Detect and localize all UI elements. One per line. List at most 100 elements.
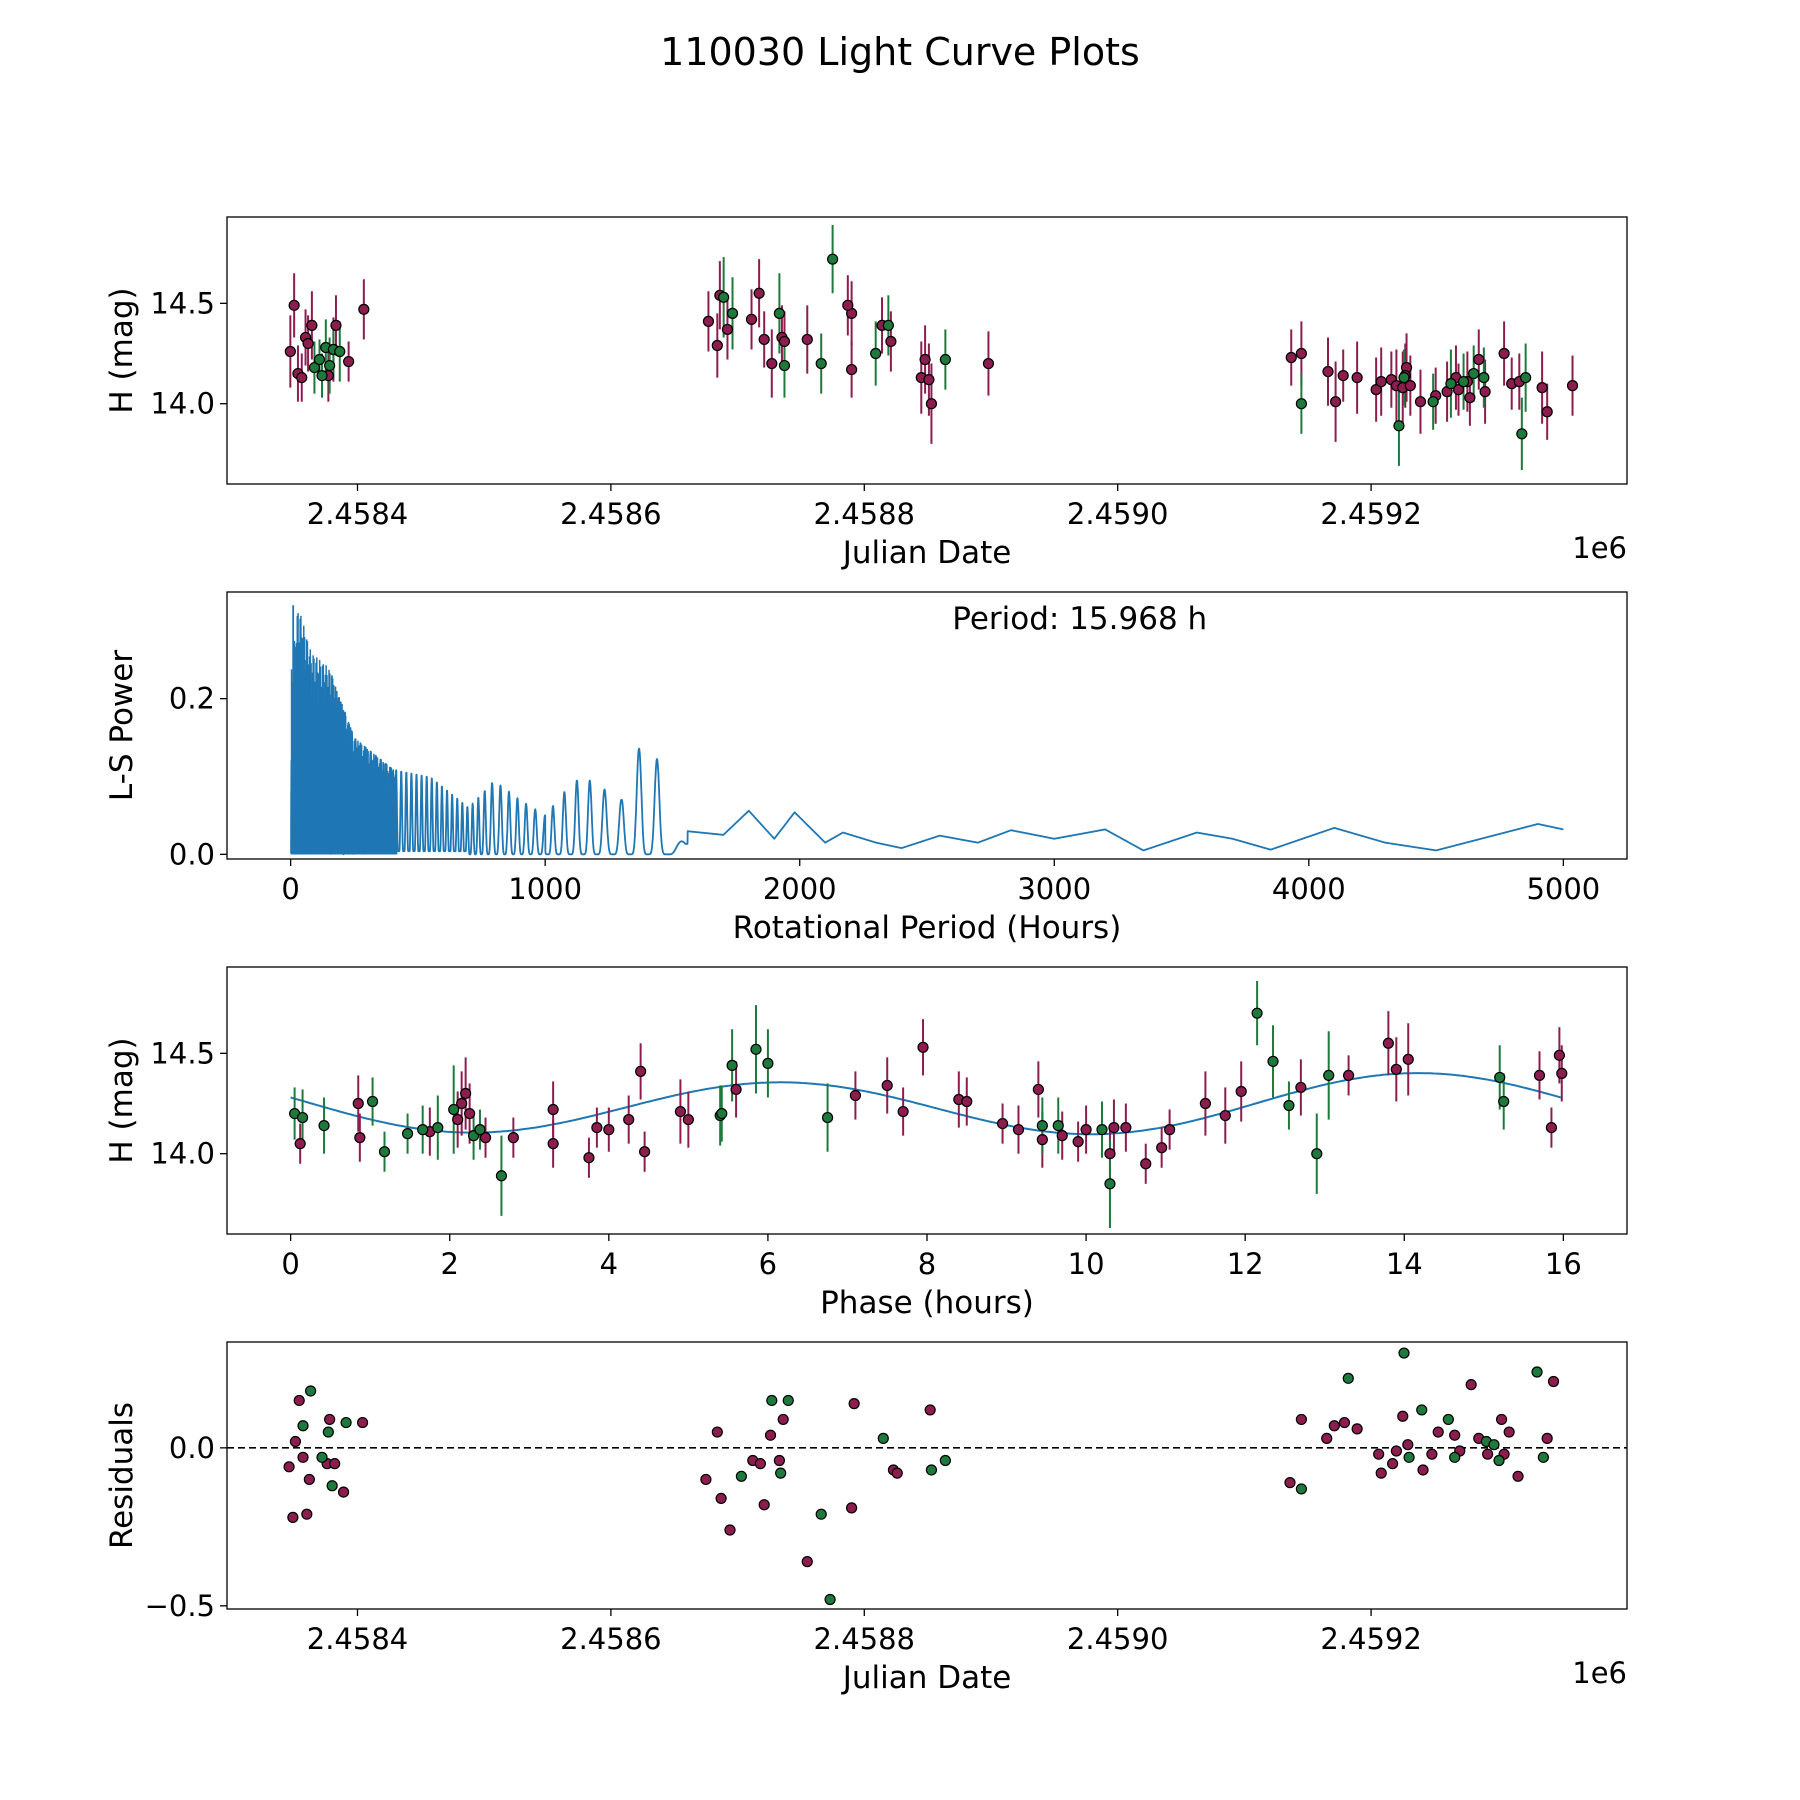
data-point-maroon xyxy=(1329,396,1342,408)
data-point-maroon xyxy=(846,1502,858,1514)
data-point-maroon xyxy=(1199,1097,1212,1110)
period-annotation: Period: 15.968 h xyxy=(952,601,1207,637)
data-point-maroon xyxy=(1449,1429,1461,1441)
y-tick-label: 14.5 xyxy=(150,286,215,320)
data-point-maroon xyxy=(1417,1464,1429,1476)
data-point-green xyxy=(1442,1413,1454,1426)
data-point-green xyxy=(1036,1119,1048,1132)
data-point-maroon xyxy=(1432,1426,1444,1438)
data-point-green xyxy=(718,291,730,303)
data-point-green xyxy=(1267,1055,1279,1067)
x-tick-label: 2.4586 xyxy=(560,497,661,531)
data-point-maroon xyxy=(1351,1423,1363,1435)
data-point-green xyxy=(324,359,336,372)
data-point-maroon xyxy=(337,1486,350,1498)
x-tick-label: 2.4584 xyxy=(307,497,408,531)
x-tick-label: 2.4590 xyxy=(1067,1622,1168,1656)
data-point-maroon xyxy=(356,1416,369,1429)
data-point-maroon xyxy=(452,1113,464,1126)
x-tick-label: 0 xyxy=(281,872,299,906)
data-point-maroon xyxy=(1321,1432,1333,1444)
data-point-maroon xyxy=(917,1041,929,1053)
data-point-maroon xyxy=(682,1113,694,1126)
data-point-maroon xyxy=(715,1492,727,1505)
data-point-maroon xyxy=(1338,1416,1351,1429)
data-point-maroon xyxy=(352,1097,364,1110)
data-point-maroon xyxy=(1285,351,1297,364)
data-point-maroon xyxy=(479,1132,492,1144)
data-point-green xyxy=(1494,1071,1506,1084)
data-point-maroon xyxy=(635,1065,647,1077)
data-point-green xyxy=(417,1124,429,1136)
data-point-maroon xyxy=(1464,392,1476,404)
data-point-maroon xyxy=(1387,1458,1399,1470)
data-point-green xyxy=(773,307,785,319)
data-point-maroon xyxy=(1473,353,1485,366)
data-point-green xyxy=(815,357,827,370)
data-point-maroon xyxy=(1452,384,1465,396)
data-point-maroon xyxy=(296,372,308,384)
data-point-maroon xyxy=(283,1461,295,1473)
data-point-maroon xyxy=(294,1138,306,1150)
data-point-green xyxy=(305,1385,317,1397)
y-axis-label: L-S Power xyxy=(104,650,140,801)
data-point-green xyxy=(782,1394,794,1407)
x-axis-label: Julian Date xyxy=(841,535,1012,571)
data-point-maroon xyxy=(1342,1069,1355,1082)
data-point-maroon xyxy=(1390,1063,1402,1075)
x-tick-label: 2 xyxy=(441,1247,459,1281)
x-tick-label: 1000 xyxy=(508,872,582,906)
data-point-green xyxy=(762,1057,774,1069)
y-tick-label: 0.0 xyxy=(169,1431,215,1465)
data-point-maroon xyxy=(801,333,813,346)
x-tick-label: 0 xyxy=(281,1247,299,1281)
data-point-maroon xyxy=(460,1087,472,1100)
data-point-green xyxy=(1323,1069,1335,1082)
data-point-maroon xyxy=(924,1404,936,1416)
data-point-green xyxy=(716,1107,728,1120)
data-point-green xyxy=(318,1119,330,1132)
data-point-maroon xyxy=(702,315,715,327)
axes-frame xyxy=(226,216,1628,485)
data-point-maroon xyxy=(919,353,931,366)
periodogram-line xyxy=(290,675,1564,856)
data-point-maroon xyxy=(1140,1158,1152,1170)
x-tick-label: 6 xyxy=(759,1247,777,1281)
data-point-maroon xyxy=(623,1113,635,1126)
data-point-green xyxy=(815,1508,827,1520)
data-point-green xyxy=(1398,372,1410,384)
data-point-maroon xyxy=(1235,1085,1247,1098)
x-offset-label: 1e6 xyxy=(1572,1656,1627,1690)
data-point-maroon xyxy=(766,357,778,370)
data-point-maroon xyxy=(961,1095,973,1108)
data-point-green xyxy=(1096,1124,1108,1136)
data-point-maroon xyxy=(778,335,791,348)
data-point-maroon xyxy=(745,313,758,325)
x-tick-label: 2.4590 xyxy=(1067,497,1168,531)
data-point-maroon xyxy=(925,398,938,410)
data-point-green xyxy=(495,1170,508,1182)
data-point-maroon xyxy=(1495,1413,1508,1426)
data-point-maroon xyxy=(724,1524,736,1536)
data-point-maroon xyxy=(758,333,770,346)
data-point-green xyxy=(882,319,894,332)
data-point-maroon xyxy=(777,1413,789,1426)
x-tick-label: 2.4588 xyxy=(814,1622,915,1656)
data-point-green xyxy=(296,1111,309,1124)
x-tick-label: 4 xyxy=(600,1247,618,1281)
data-point-green xyxy=(1493,1454,1505,1467)
panel-lightcurve: 2.4584 2.4586 2.4588 2.4590 2.4592 14.0 14.5 Ju… xyxy=(104,216,1628,571)
data-point-maroon xyxy=(842,299,854,311)
axes-frame xyxy=(226,591,1628,860)
y-tick-label: 14.5 xyxy=(150,1036,215,1070)
x-tick-label: 10 xyxy=(1068,1247,1105,1281)
x-tick-label: 2000 xyxy=(763,872,837,906)
x-tick-label: 2.4586 xyxy=(560,1622,661,1656)
data-point-maroon xyxy=(287,1511,299,1523)
data-point-maroon xyxy=(297,1451,309,1463)
data-point-maroon xyxy=(848,1398,860,1410)
axes-frame xyxy=(226,966,1628,1235)
data-point-maroon xyxy=(1156,1142,1168,1154)
data-point-maroon xyxy=(711,339,723,352)
data-point-green xyxy=(448,1103,460,1116)
